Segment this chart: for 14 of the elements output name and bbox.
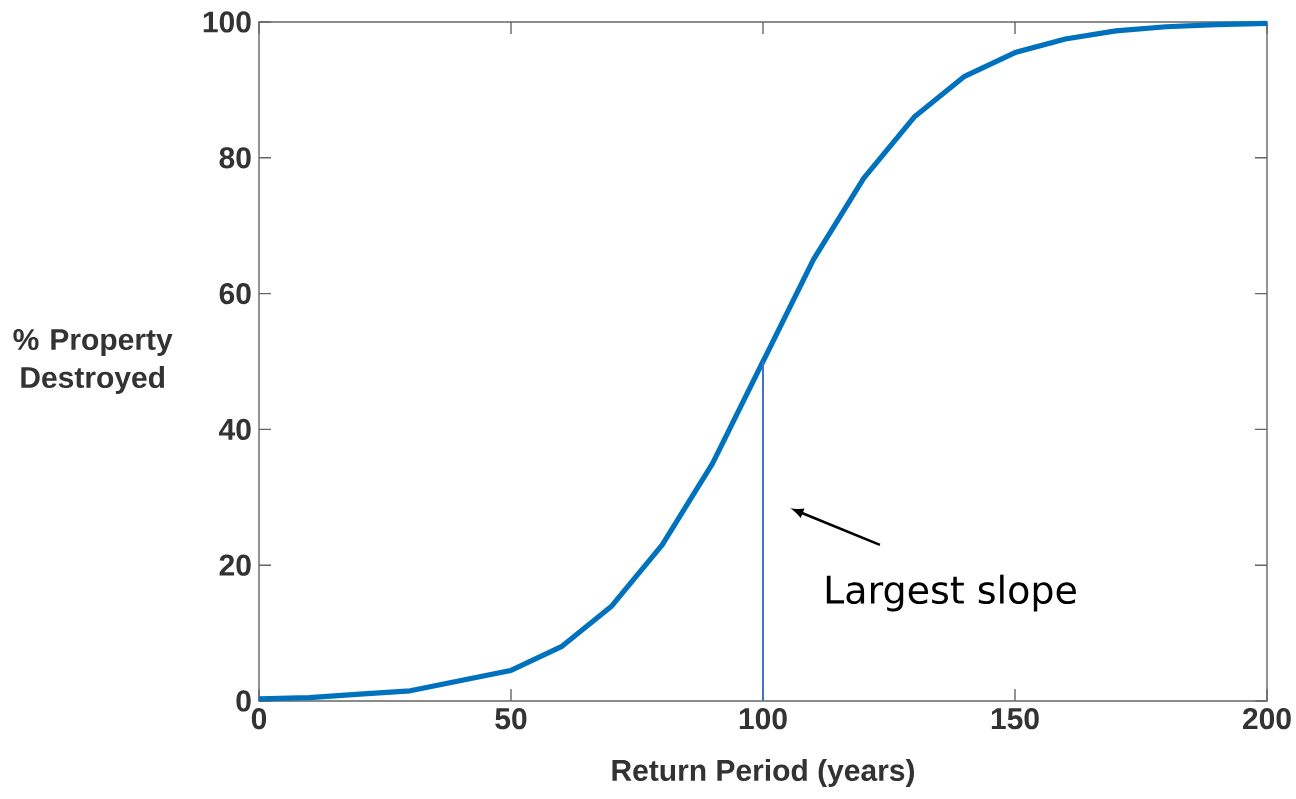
x-tick-label: 150 bbox=[991, 708, 1039, 730]
y-tick-label: 100 bbox=[203, 11, 251, 33]
annotation: Largest slope bbox=[826, 574, 1076, 612]
y-tick-label: 20 bbox=[219, 554, 251, 576]
x-tick-label: 50 bbox=[495, 708, 527, 730]
y-tick-label: 60 bbox=[219, 282, 251, 305]
y-tick-label: 40 bbox=[219, 418, 251, 441]
x-tick-label: 0 bbox=[251, 708, 267, 730]
y-tick-label: 80 bbox=[219, 147, 251, 169]
x-axis-title: Return Period (years) bbox=[612, 758, 915, 787]
y-axis-title: % Property Destroyed bbox=[13, 328, 173, 395]
y-tick-label: 0 bbox=[236, 690, 251, 712]
x-tick-label: 100 bbox=[739, 708, 787, 730]
x-tick-label: 200 bbox=[1243, 708, 1291, 730]
